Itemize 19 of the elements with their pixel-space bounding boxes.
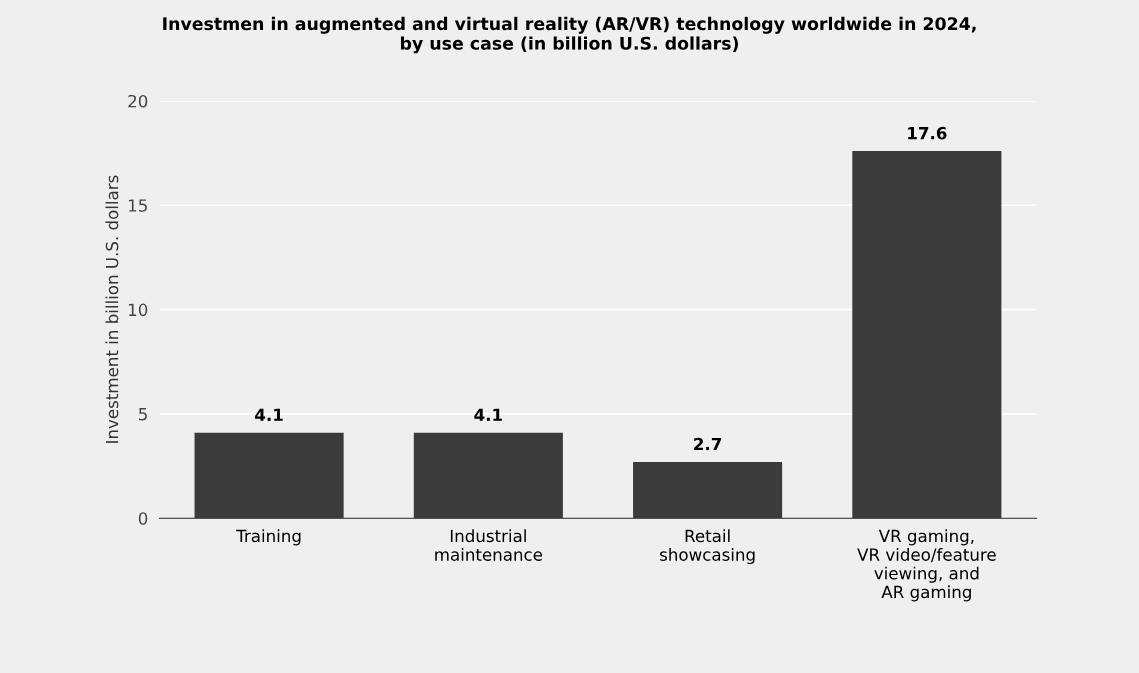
chart-title: Investmen in augmented and virtual reality (AR/VR) technology worldwide in 2024, by use case (in billion U.S. dollars): [163, 16, 976, 54]
data-label: 17.6: [908, 126, 947, 140]
bar: [633, 461, 783, 519]
y-tick-label: 0: [138, 512, 148, 525]
bar: [852, 151, 1002, 519]
bar: [194, 432, 344, 519]
y-tick-label: 5: [139, 408, 147, 421]
data-label: 4.1: [255, 408, 283, 421]
bar: [413, 432, 563, 519]
y-tick-label: 15: [128, 199, 147, 212]
data-label: 4.1: [474, 408, 502, 421]
x-tick-label: Retail showcasing: [660, 529, 755, 565]
y-tick-label: 20: [128, 94, 148, 108]
x-tick-label: VR gaming, VR video/feature viewing, and AR gaming: [857, 529, 996, 602]
data-label: 2.7: [694, 437, 722, 451]
x-tick-label: Industrial maintenance: [435, 529, 543, 561]
y-tick-label: 10: [128, 303, 148, 317]
y-axis-title: Investment in billion U.S. dollars: [105, 175, 119, 443]
x-tick-label: Training: [236, 529, 301, 546]
